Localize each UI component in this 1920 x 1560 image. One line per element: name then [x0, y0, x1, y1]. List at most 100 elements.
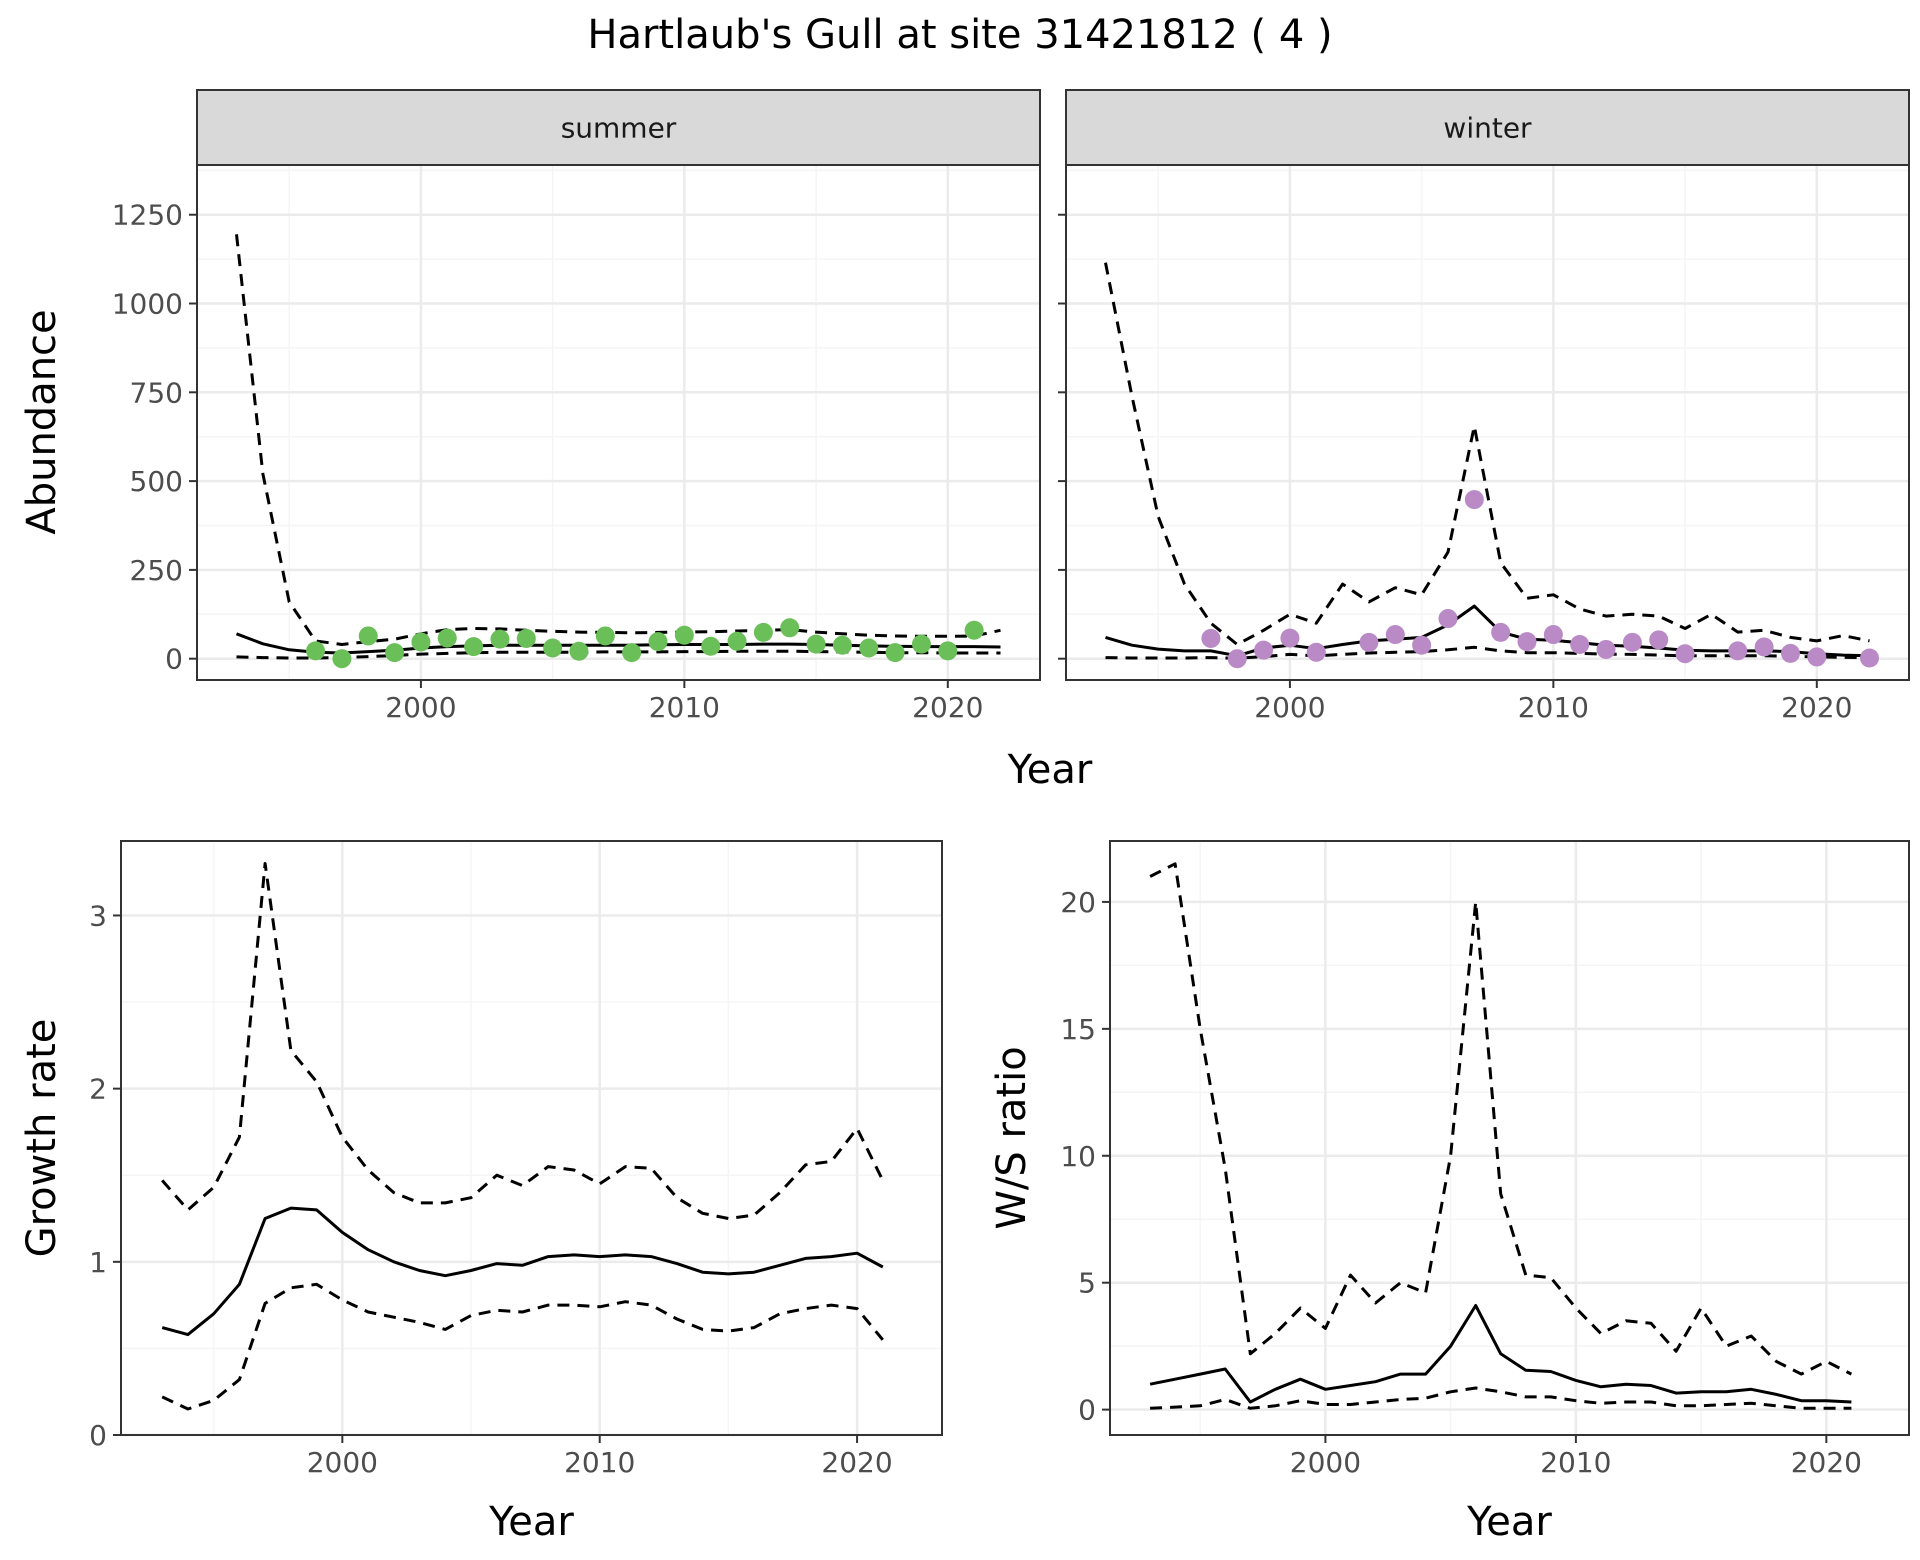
abundance-x-tick-label: 2010: [1518, 691, 1589, 724]
abundance-x-tick-label: 2020: [912, 691, 983, 724]
observed-point: [1780, 643, 1800, 663]
upper-bound-line: [1104, 262, 1870, 646]
growth-rate-y-tick-label: 2: [89, 1073, 107, 1106]
facet-strip-label: summer: [561, 112, 677, 145]
observed-point: [1728, 641, 1748, 661]
ws-ratio-y-tick-label: 0: [1078, 1394, 1096, 1427]
observed-point: [1306, 642, 1326, 662]
observed-point: [358, 626, 378, 646]
observed-point: [437, 628, 457, 648]
observed-point: [938, 641, 958, 661]
abundance-y-tick-label: 1250: [112, 199, 183, 232]
abundance-y-tick-label: 1000: [112, 288, 183, 321]
panel-background: [1110, 841, 1909, 1435]
observed-point: [1280, 628, 1300, 648]
observed-point: [411, 632, 431, 652]
observed-point: [622, 643, 642, 663]
observed-point: [1254, 640, 1274, 660]
observed-point: [516, 628, 536, 648]
abundance-x-tick-label: 2000: [385, 691, 456, 724]
growth-rate-y-tick-label: 0: [89, 1419, 107, 1452]
growth-rate-y-tick-label: 3: [89, 899, 107, 932]
observed-point: [806, 634, 826, 654]
panel-background: [197, 165, 1040, 680]
observed-point: [648, 632, 668, 652]
abundance-y-tick-label: 750: [130, 376, 183, 409]
growth-rate-y-axis-title: Growth rate: [19, 1019, 65, 1258]
observed-point: [674, 625, 694, 645]
abundance-x-tick-label: 2010: [649, 691, 720, 724]
abundance-y-axis-title: Abundance: [19, 309, 65, 534]
estimate-line: [1149, 1304, 1852, 1404]
ws-ratio-y-tick-label: 5: [1078, 1267, 1096, 1300]
observed-point: [306, 641, 326, 661]
ws-ratio-y-tick-label: 10: [1060, 1140, 1096, 1173]
observed-point: [1859, 648, 1879, 668]
observed-point: [332, 649, 352, 669]
observed-point: [1543, 625, 1563, 645]
growth-rate-x-tick-label: 2010: [564, 1446, 635, 1479]
observed-point: [964, 620, 984, 640]
facet-strip-label: winter: [1443, 112, 1532, 145]
ws-ratio-y-axis-title: W/S ratio: [989, 1046, 1035, 1229]
figure-title: Hartlaub's Gull at site 31421812 ( 4 ): [587, 12, 1332, 58]
upper-bound-line: [161, 862, 885, 1220]
growth-rate-x-tick-label: 2020: [821, 1446, 892, 1479]
ws-ratio-x-axis-title: Year: [1466, 1499, 1552, 1545]
observed-point: [701, 636, 721, 656]
panel-background: [121, 841, 942, 1435]
observed-point: [1438, 609, 1458, 629]
lower-bound-line: [1150, 1386, 1852, 1410]
observed-point: [885, 643, 905, 663]
growth-rate-y-tick-label: 1: [89, 1246, 107, 1279]
observed-point: [1622, 632, 1642, 652]
observed-point: [1385, 625, 1405, 645]
observed-point: [1596, 639, 1616, 659]
observed-point: [1359, 632, 1379, 652]
observed-point: [1201, 628, 1221, 648]
observed-point: [464, 637, 484, 657]
ws-ratio-x-tick-label: 2020: [1791, 1446, 1862, 1479]
ws-ratio-panel: 2000 2010 2020 0 5 10 15 20 W/S ratio Year: [989, 840, 1910, 1545]
observed-point: [595, 626, 615, 646]
growth-rate-x-tick-label: 2000: [307, 1446, 378, 1479]
observed-point: [1754, 637, 1774, 657]
observed-point: [1412, 635, 1432, 655]
lower-bound-line: [236, 649, 1001, 660]
facet-strip: [196, 89, 1041, 166]
abundance-y-tick-label: 250: [130, 554, 183, 587]
ws-ratio-y-tick-label: 15: [1060, 1013, 1096, 1046]
observed-point: [1517, 632, 1537, 652]
observed-point: [911, 634, 931, 654]
panel-border: [1109, 840, 1910, 1436]
observed-point: [1464, 490, 1484, 510]
growth-rate-x-axis-title: Year: [488, 1499, 574, 1545]
ws-ratio-y-tick-label: 20: [1060, 886, 1096, 919]
panel-background: [1066, 165, 1909, 680]
ws-ratio-x-tick-label: 2010: [1540, 1446, 1611, 1479]
abundance-y-tick-label: 500: [130, 465, 183, 498]
upper-bound-line: [1149, 862, 1853, 1376]
observed-point: [490, 629, 510, 649]
lower-bound-line: [161, 1282, 884, 1411]
ws-ratio-x-tick-label: 2000: [1290, 1446, 1361, 1479]
abundance-panel-summer: summer 2000 2010 2020 0 250 500 750 1000 1250: [112, 89, 1041, 724]
abundance-x-tick-label: 2000: [1254, 691, 1325, 724]
observed-point: [753, 622, 773, 642]
observed-point: [569, 641, 589, 661]
growth-rate-panel: 2000 2010 2020 0 1 2 3 Growth rate Year: [19, 840, 943, 1545]
observed-point: [1491, 622, 1511, 642]
abundance-y-tick-label: 0: [165, 643, 183, 676]
estimate-line: [161, 1206, 884, 1337]
observed-point: [1807, 647, 1827, 667]
observed-point: [780, 618, 800, 638]
abundance-x-axis-title: Year: [1007, 747, 1093, 793]
facet-strip: [1065, 89, 1910, 166]
observed-point: [1649, 630, 1669, 650]
observed-point: [1227, 649, 1247, 669]
observed-point: [543, 638, 563, 658]
panel-border: [120, 840, 943, 1436]
observed-point: [385, 643, 405, 663]
